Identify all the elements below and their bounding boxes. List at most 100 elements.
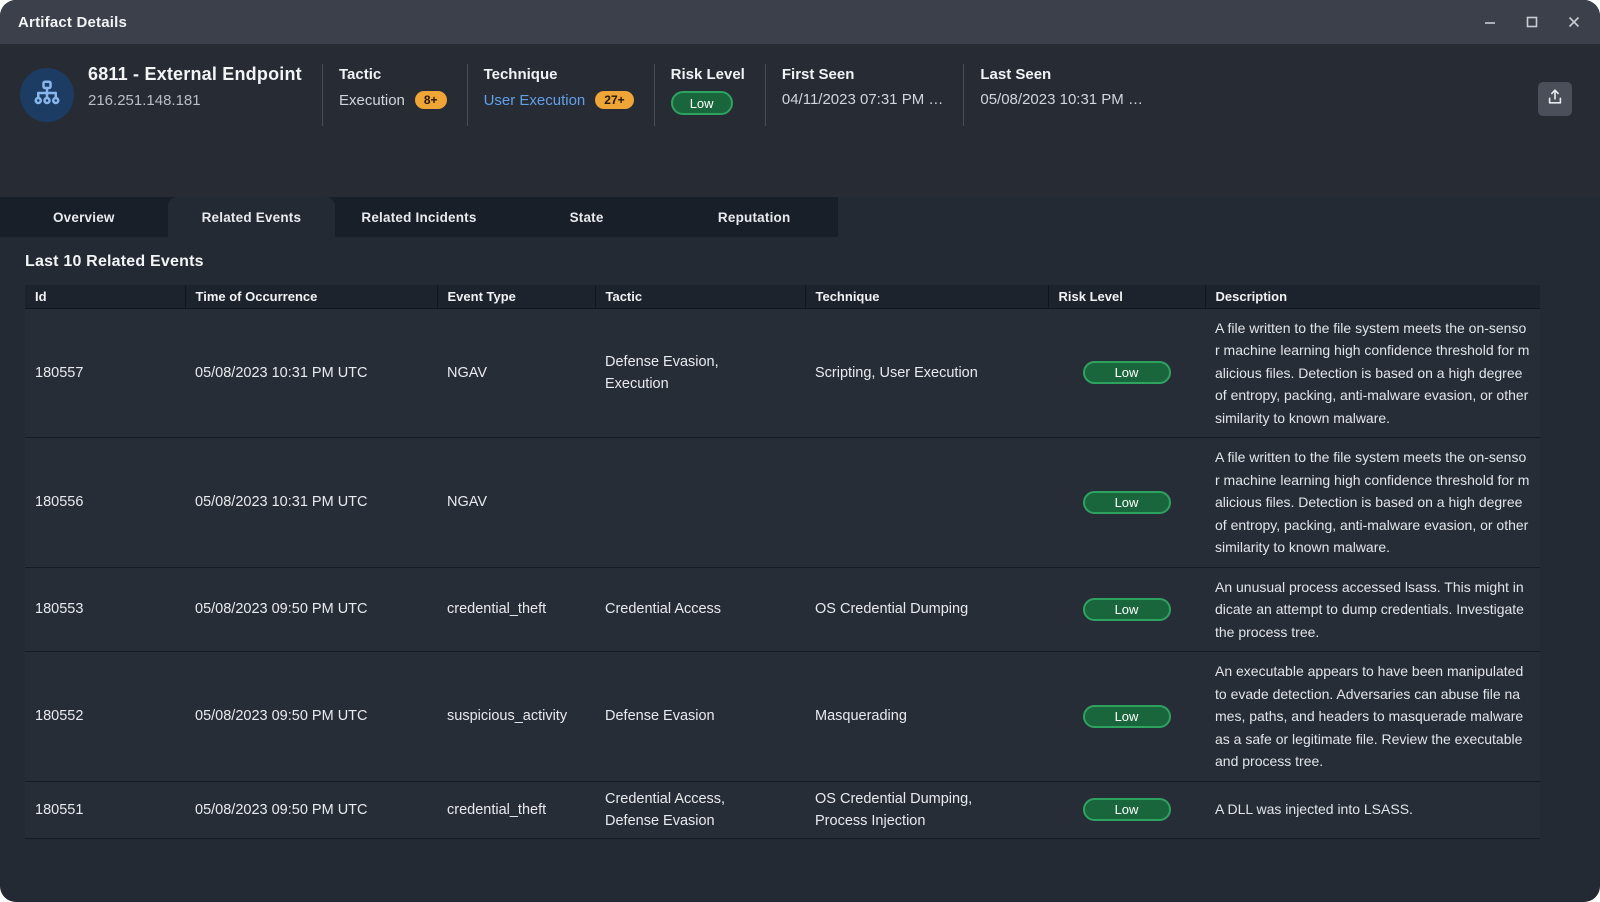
cell-risk-level: Low <box>1048 438 1205 568</box>
minimize-icon[interactable] <box>1482 14 1498 30</box>
meta-value: Execution <box>339 91 405 109</box>
column-header: Tactic <box>595 285 806 309</box>
artifact-title-block: 6811 - External Endpoint 216.251.148.181 <box>88 64 322 109</box>
cell-event-type: credential_theft <box>447 801 547 818</box>
cell-event-type: suspicious_activity <box>447 708 568 725</box>
table-row[interactable]: 180551 05/08/2023 09:50 PM UTC credentia… <box>25 781 1540 838</box>
cell-description: An unusual process accessed lsass. This … <box>1215 578 1524 640</box>
related-events-table: Id Time of Occurrence Event Type Tactic Tech… <box>25 285 1540 839</box>
risk-level-badge: Low <box>1082 361 1171 385</box>
tab[interactable]: Related Events <box>167 197 336 237</box>
cell-tactic: Defense Evasion, Execution <box>605 353 719 392</box>
meta-label: Last Seen <box>980 66 1052 83</box>
cell-id: 180551 <box>35 801 84 818</box>
cell-id: 180556 <box>35 494 84 511</box>
risk-level-badge: Low <box>1082 490 1171 514</box>
tab-label: Overview <box>52 209 115 225</box>
meta-label: First Seen <box>781 66 855 83</box>
risk-level-badge: Low <box>1082 704 1171 728</box>
cell-technique: OS Credential Dumping <box>815 601 969 618</box>
cell-time: 05/08/2023 10:31 PM UTC <box>195 364 368 381</box>
meta-label: Tactic <box>339 66 382 83</box>
cell-technique: Scripting, User Execution <box>815 364 978 381</box>
meta-value: 04/11/2023 07:31 PM … <box>781 91 944 108</box>
cell-time: 05/08/2023 09:50 PM UTC <box>195 601 368 618</box>
cell-id: 180557 <box>35 364 84 381</box>
cell-risk-level: Low <box>1048 308 1205 438</box>
meta-label: Risk Level <box>670 66 745 83</box>
window-title: Artifact Details <box>18 13 128 31</box>
cell-technique: Masquerading <box>815 708 907 725</box>
meta-item: Last Seen 05/08/2023 10:31 PM … <box>963 64 1163 126</box>
tabs-strip: Overview Related Events Related Incident… <box>0 197 838 237</box>
cell-event-type: NGAV <box>447 494 488 511</box>
cell-description: A file written to the file system meets … <box>1215 449 1530 555</box>
cell-description: An executable appears to have been manip… <box>1215 663 1524 769</box>
meta-value[interactable]: User Execution <box>483 91 586 109</box>
cell-tactic: Defense Evasion <box>605 708 715 725</box>
cell-tactic <box>595 438 805 568</box>
table-row[interactable]: 180552 05/08/2023 09:50 PM UTC suspiciou… <box>25 651 1540 782</box>
meta-label: Technique <box>483 66 558 83</box>
close-icon[interactable] <box>1566 14 1582 30</box>
meta-item: Tactic Execution 8+ <box>322 64 467 126</box>
section-heading: Last 10 Related Events <box>25 253 204 270</box>
cell-tactic: Credential Access, Defense Evasion <box>605 790 726 829</box>
export-button[interactable] <box>1538 82 1572 116</box>
cell-event-type: NGAV <box>447 364 488 381</box>
tab-label: State <box>569 209 604 225</box>
count-badge[interactable]: 8+ <box>414 91 447 109</box>
risk-level-badge: Low <box>1082 798 1171 821</box>
cell-time: 05/08/2023 09:50 PM UTC <box>195 801 368 818</box>
tab[interactable]: Related Incidents <box>335 197 503 237</box>
titlebar: Artifact Details <box>0 0 1600 44</box>
tab[interactable]: Reputation <box>670 197 838 237</box>
column-header: Time of Occurrence <box>185 285 438 309</box>
column-header: Id <box>25 285 186 309</box>
avatar <box>20 68 74 122</box>
tabs-row: Overview Related Events Related Incident… <box>0 197 1600 237</box>
cell-risk-level: Low <box>1048 652 1205 782</box>
cell-technique <box>805 438 1048 568</box>
page-title: 6811 - External Endpoint <box>88 64 302 84</box>
cell-time: 05/08/2023 10:31 PM UTC <box>195 494 368 511</box>
risk-level-badge: Low <box>670 91 733 115</box>
column-header: Risk Level <box>1048 285 1206 309</box>
cell-id: 180552 <box>35 708 84 725</box>
risk-level-badge: Low <box>1082 597 1171 621</box>
cell-event-type: credential_theft <box>447 601 547 618</box>
tab-label: Related Incidents <box>361 209 477 225</box>
column-header: Event Type <box>437 285 596 309</box>
artifact-ip: 216.251.148.181 <box>88 92 201 109</box>
column-header: Technique <box>805 285 1049 309</box>
meta-item: Technique User Execution 27+ <box>466 64 654 126</box>
cell-tactic: Credential Access <box>605 601 722 618</box>
related-events-panel: Last 10 Related Events Id Time of Occurre… <box>0 237 1600 902</box>
export-upload-icon <box>1546 88 1564 111</box>
meta-value: 05/08/2023 10:31 PM … <box>980 91 1143 108</box>
cell-risk-level: Low <box>1048 781 1205 838</box>
cell-description: A DLL was injected into LSASS. <box>1215 801 1413 818</box>
tab-label: Reputation <box>717 209 791 225</box>
maximize-icon[interactable] <box>1524 14 1540 30</box>
meta-item: First Seen 04/11/2023 07:31 PM … <box>764 64 964 126</box>
tab-label: Related Events <box>201 209 302 225</box>
table-row[interactable]: 180553 05/08/2023 09:50 PM UTC credentia… <box>25 567 1540 652</box>
table-row[interactable]: 180556 05/08/2023 10:31 PM UTC NGAV Low … <box>25 437 1540 568</box>
tab[interactable]: Overview <box>0 197 168 237</box>
tab[interactable]: State <box>503 197 671 237</box>
table-row[interactable]: 180557 05/08/2023 10:31 PM UTC NGAV Defe… <box>25 308 1540 438</box>
artifact-meta-row: Tactic Execution 8+ Technique User Execu… <box>322 64 1163 126</box>
window-controls <box>1482 14 1582 30</box>
meta-item: Risk Level Low <box>653 64 765 126</box>
table-header-row: Id Time of Occurrence Event Type Tactic Tech… <box>25 285 1540 309</box>
cell-time: 05/08/2023 09:50 PM UTC <box>195 708 368 725</box>
column-header: Description <box>1205 285 1540 309</box>
cell-technique: OS Credential Dumping, Process Injection <box>815 790 973 829</box>
network-topology-icon <box>32 78 62 113</box>
cell-risk-level: Low <box>1048 567 1205 652</box>
count-badge[interactable]: 27+ <box>595 91 634 109</box>
artifact-header: 6811 - External Endpoint 216.251.148.181… <box>0 44 1600 197</box>
cell-description: A file written to the file system meets … <box>1215 319 1530 426</box>
